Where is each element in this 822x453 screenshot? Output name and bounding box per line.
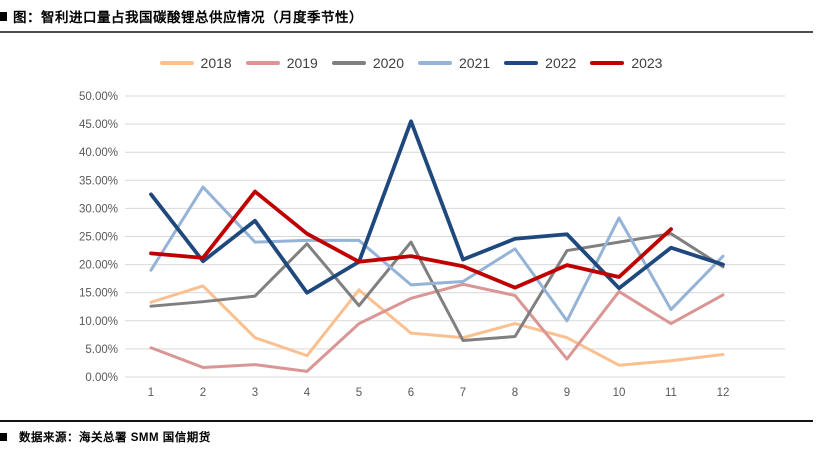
chart-line-2023: [149, 189, 673, 290]
chart-line-2020: [149, 232, 725, 342]
legend-item-2020: 2020: [331, 55, 404, 71]
page-title: 图：智利进口量占我国碳酸锂总供应情况（月度季节性）: [13, 10, 363, 25]
x-axis-tick-9: 9: [564, 387, 570, 399]
footer-divider: [0, 420, 813, 422]
x-axis-tick-6: 6: [408, 387, 414, 399]
chart-title-row: 图：智利进口量占我国碳酸锂总供应情况（月度季节性）: [0, 6, 363, 26]
x-axis-tick-11: 11: [665, 387, 677, 399]
legend-label-2019: 2019: [286, 55, 318, 71]
y-axis-tick-25.00%: 25.00%: [79, 232, 118, 244]
legend-item-2018: 2018: [159, 55, 232, 71]
x-axis-tick-2: 2: [200, 387, 206, 399]
legend-label-2018: 2018: [200, 55, 232, 71]
legend-swatch-2019: [245, 60, 280, 66]
title-bullet-square: [0, 11, 7, 21]
y-axis-tick-0.00%: 0.00%: [85, 372, 118, 384]
legend-item-2019: 2019: [245, 55, 318, 71]
legend-swatch-2021: [418, 60, 452, 66]
x-axis-tick-3: 3: [252, 387, 258, 399]
x-axis-tick-5: 5: [356, 387, 362, 399]
y-axis-tick-10.00%: 10.00%: [79, 316, 118, 328]
y-axis-tick-40.00%: 40.00%: [79, 147, 118, 159]
footer-bullet-square: [0, 433, 7, 441]
data-source-row: 数据来源：海关总署 SMM 国信期货: [0, 429, 211, 445]
x-axis-tick-1: 1: [148, 387, 154, 399]
y-axis-tick-5.00%: 5.00%: [85, 344, 118, 356]
x-axis-tick-10: 10: [613, 387, 626, 399]
y-axis-tick-35.00%: 35.00%: [79, 175, 118, 187]
y-axis-tick-30.00%: 30.00%: [79, 203, 118, 215]
legend-swatch-2022: [504, 60, 539, 66]
legend-label-2022: 2022: [545, 55, 577, 71]
legend-swatch-2020: [331, 60, 366, 66]
y-axis-tick-15.00%: 15.00%: [79, 288, 118, 300]
title-divider: [0, 31, 813, 33]
chart-legend: 2018 2019 2020 2021 2022 2023: [0, 55, 822, 71]
x-axis-tick-12: 12: [717, 387, 730, 399]
legend-label-2023: 2023: [631, 55, 663, 71]
data-source-text: 数据来源：海关总署 SMM 国信期货: [19, 432, 211, 444]
chart-line-2018: [149, 284, 725, 367]
legend-item-2022: 2022: [504, 55, 576, 71]
x-axis-tick-4: 4: [304, 387, 311, 399]
y-axis-tick-50.00%: 50.00%: [79, 91, 118, 103]
x-axis-tick-7: 7: [460, 387, 466, 399]
chart-line-2021: [149, 185, 725, 323]
legend-item-2021: 2021: [418, 55, 490, 71]
legend-item-2023: 2023: [590, 55, 662, 71]
x-axis-tick-8: 8: [512, 387, 518, 399]
y-axis-tick-45.00%: 45.00%: [79, 119, 118, 131]
chart-line-2022: [149, 119, 725, 295]
legend-swatch-2023: [590, 60, 625, 66]
legend-label-2020: 2020: [372, 55, 404, 71]
legend-swatch-2018: [159, 60, 194, 66]
y-axis-tick-20.00%: 20.00%: [79, 260, 118, 272]
legend-label-2021: 2021: [459, 55, 491, 71]
